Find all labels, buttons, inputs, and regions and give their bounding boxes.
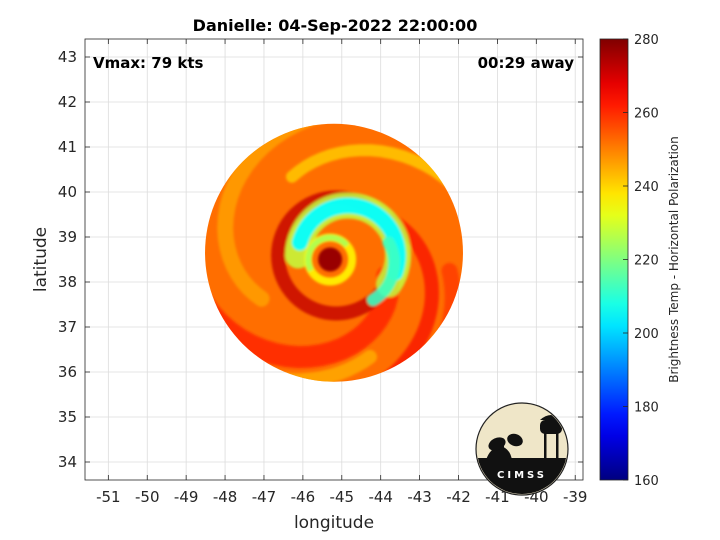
chart-title: Danielle: 04-Sep-2022 22:00:00 [193, 16, 478, 35]
colorbar-tick-label: 180 [634, 401, 659, 416]
storm-eye [318, 247, 343, 272]
rain-band [205, 144, 463, 382]
y-tick-label: 43 [58, 48, 77, 66]
x-axis: -51 -50 -49 -48 -47 -46 -45 -44 -43 -42 -41 -40 -39 [96, 39, 587, 506]
x-tick-label: -41 [485, 488, 510, 506]
colorbar-tick-label: 240 [634, 180, 659, 195]
x-tick-label: -46 [291, 488, 316, 506]
plot-area: -51 -50 -49 -48 -47 -46 -45 -44 -43 -42 -41 -40 -39 … [58, 38, 587, 506]
y-tick-label: 42 [58, 93, 77, 111]
y-tick-label: 39 [58, 228, 77, 246]
y-tick-label: 37 [58, 318, 77, 336]
colorbar-label: Brightness Temp - Horizontal Polarizatio… [667, 136, 681, 383]
vmax-annotation: Vmax: 79 kts [93, 54, 203, 72]
x-tick-label: -45 [330, 488, 355, 506]
x-tick-label: -51 [96, 488, 121, 506]
y-tick-label: 34 [58, 453, 77, 471]
y-axis: 34 35 36 37 38 39 40 41 42 43 [58, 48, 583, 471]
y-tick-label: 38 [58, 273, 77, 291]
y-tick-label: 35 [58, 408, 77, 426]
colorbar-ticks: 160 180 200 220 240 260 280 [623, 33, 659, 489]
x-tick-label: -43 [407, 488, 432, 506]
y-axis-label: latitude [31, 227, 51, 292]
rain-band [205, 123, 463, 369]
x-tick-label: -48 [213, 488, 238, 506]
x-tick-label: -50 [135, 488, 160, 506]
time-away-annotation: 00:29 away [478, 54, 575, 72]
y-tick-label: 41 [58, 138, 77, 156]
x-axis-label: longitude [294, 513, 374, 533]
eyewall-tail [367, 236, 401, 306]
rain-band [205, 210, 439, 382]
colorbar-tick-label: 200 [634, 327, 659, 342]
inner-eyewall-warm [305, 234, 350, 272]
x-tick-label: -47 [252, 488, 277, 506]
x-tick-label: -39 [563, 488, 588, 506]
colorbar-tick-label: 160 [634, 474, 659, 489]
y-tick-label: 36 [58, 363, 77, 381]
x-tick-label: -44 [368, 488, 393, 506]
colorbar-tick-label: 220 [634, 254, 659, 269]
logo-text: CIMSS [497, 470, 547, 481]
x-tick-label: -42 [446, 488, 471, 506]
colorbar: 160 180 200 220 240 260 280 Brightness Temp - … [599, 33, 681, 489]
x-tick-label: -49 [174, 488, 199, 506]
cimss-logo: CIMSS [475, 402, 569, 496]
colorbar-tick-label: 260 [634, 107, 659, 122]
colorbar-tick-label: 280 [634, 33, 659, 48]
y-tick-label: 40 [58, 183, 77, 201]
plot-frame [84, 38, 584, 481]
